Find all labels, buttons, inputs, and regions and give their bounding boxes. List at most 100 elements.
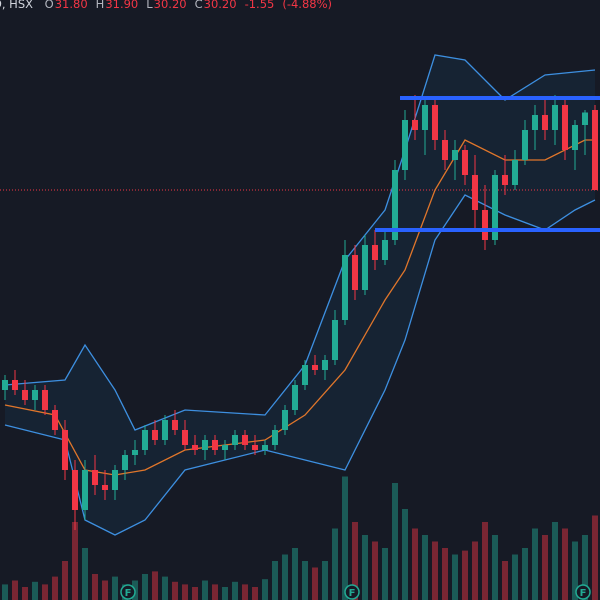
candle-body — [292, 385, 298, 410]
volume-bar — [352, 522, 358, 600]
candle-body — [182, 430, 188, 445]
field-name: L — [146, 0, 153, 11]
candle-body — [12, 380, 18, 390]
event-label: F — [580, 588, 587, 599]
candle-body — [392, 170, 398, 240]
volume-bar — [312, 567, 318, 600]
volume-bar — [262, 579, 268, 600]
candle-body — [282, 410, 288, 430]
candle-body — [512, 160, 518, 185]
candle-body — [92, 470, 98, 485]
field-value: 31.80 — [54, 0, 88, 11]
field-name: O — [44, 0, 54, 11]
volume-bar — [102, 580, 108, 600]
candle-body — [592, 110, 598, 190]
candle-body — [332, 320, 338, 360]
event-marker: F — [120, 584, 136, 600]
volume-bar — [392, 483, 398, 600]
candle-body — [402, 120, 408, 170]
candle-body — [482, 210, 488, 240]
volume-bar — [232, 581, 238, 600]
event-marker: F — [575, 584, 591, 600]
volume-bar — [22, 587, 28, 600]
event-marker: F — [344, 584, 360, 600]
volume-bar — [422, 535, 428, 600]
change-percent: (-4.88%) — [282, 0, 332, 11]
candle-body — [342, 255, 348, 320]
volume-bar — [552, 522, 558, 600]
volume-bar — [192, 587, 198, 600]
volume-bar — [252, 587, 258, 600]
candle-body — [492, 175, 498, 240]
field-name: C — [194, 0, 203, 11]
candle-body — [42, 390, 48, 410]
candle-body — [302, 365, 308, 385]
volume-bar — [472, 541, 478, 600]
candle-body — [372, 245, 378, 260]
candle-body — [32, 390, 38, 400]
volume-bar — [32, 581, 38, 600]
change: -1.55 — [244, 0, 275, 11]
event-label: F — [125, 588, 132, 599]
candle-body — [132, 450, 138, 455]
volume-bar — [492, 535, 498, 600]
legend-header: D, HSX O31.80H31.90L30.20C30.20-1.55(-4.… — [0, 0, 340, 11]
candle-body — [432, 105, 438, 140]
candle-body — [472, 175, 478, 210]
candle-body — [272, 430, 278, 445]
candle-body — [412, 120, 418, 130]
candle-body — [22, 390, 28, 400]
volume-bar — [452, 554, 458, 600]
band-line — [4, 54, 596, 431]
volume-bar — [142, 574, 148, 600]
candle-body — [192, 445, 198, 450]
candle-body — [362, 245, 368, 290]
candle-body — [542, 115, 548, 130]
volume-bar — [12, 580, 18, 600]
volume-bar — [342, 476, 348, 600]
candle-body — [82, 470, 88, 510]
candle-body — [562, 105, 568, 150]
candle-body — [312, 365, 318, 370]
candle-body — [262, 445, 268, 450]
symbol: D, HSX — [0, 0, 33, 11]
volume-bar — [322, 561, 328, 600]
volume-bar — [402, 509, 408, 600]
volume-bar — [362, 535, 368, 600]
candle-body — [222, 445, 228, 450]
volume-bar — [182, 584, 188, 600]
volume-bar — [42, 584, 48, 600]
volume-bar — [522, 548, 528, 600]
volume-bar — [202, 580, 208, 600]
volume-bar — [442, 548, 448, 600]
volume-bar — [382, 548, 388, 600]
volume-bar — [562, 528, 568, 600]
volume-bar — [162, 576, 168, 600]
candle-body — [532, 115, 538, 130]
candle-body — [2, 380, 8, 390]
candle-body — [572, 125, 578, 150]
volume-bar — [292, 548, 298, 600]
candle-body — [442, 140, 448, 160]
candle-body — [62, 430, 68, 470]
volume-bar — [92, 574, 98, 600]
candle-body — [122, 455, 128, 470]
volume-bar — [542, 535, 548, 600]
candle-body — [232, 435, 238, 445]
field-name: H — [95, 0, 105, 11]
volume-bar — [412, 528, 418, 600]
candle-body — [172, 420, 178, 430]
candle-body — [452, 150, 458, 160]
volume-bar — [512, 554, 518, 600]
candle-body — [112, 470, 118, 490]
candle-body — [52, 410, 58, 430]
volume-bar — [242, 584, 248, 600]
candle-body — [502, 175, 508, 185]
candle-body — [352, 255, 358, 290]
volume-bar — [52, 576, 58, 600]
field-value: 30.20 — [153, 0, 187, 11]
band-line — [4, 194, 596, 536]
volume-bar — [582, 535, 588, 600]
